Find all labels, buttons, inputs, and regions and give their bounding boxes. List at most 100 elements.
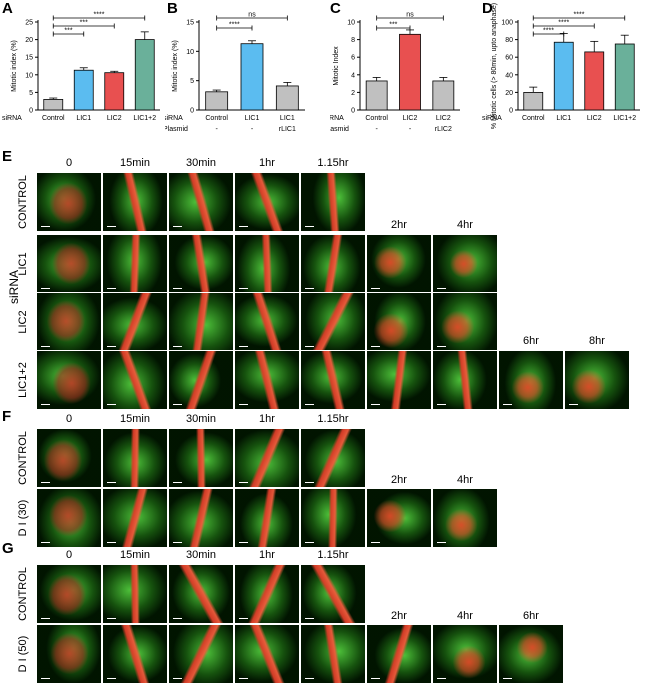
plasmid-label: - (409, 126, 412, 133)
scale-bar (305, 618, 314, 619)
row2-label: Plasmid (330, 126, 349, 133)
micrograph-e-1-4 (300, 234, 366, 294)
micrograph-e-2-0 (36, 292, 102, 352)
y-tick-label: 0 (29, 108, 33, 115)
y-tick-label: 100 (501, 20, 513, 27)
y-axis-label: Mitotic index (%) (172, 40, 179, 92)
y-tick-label: 15 (186, 20, 194, 27)
y-tick-label: 0 (351, 108, 355, 115)
scale-bar (41, 542, 50, 543)
time-label-e: 1.15hr (317, 157, 349, 169)
scale-bar (239, 404, 248, 405)
micrograph-g-0-0 (36, 564, 102, 624)
category-label: LIC2 (587, 115, 602, 122)
scale-bar (305, 346, 314, 347)
micrograph-e-0-3 (234, 172, 300, 232)
category-label: Control (42, 115, 65, 122)
row-label: siRNA (165, 115, 183, 122)
time-label-g: 30min (186, 549, 216, 561)
y-tick-label: 80 (505, 37, 513, 44)
category-label: LIC2 (403, 115, 418, 122)
micrograph-e-1-2 (168, 234, 234, 294)
y-tick-label: 2 (351, 90, 355, 97)
micrograph-g-1-5 (366, 624, 432, 684)
scale-bar (107, 404, 116, 405)
scale-bar (305, 542, 314, 543)
scale-bar (305, 226, 314, 227)
scale-bar (371, 346, 380, 347)
micrograph-e-3-1 (102, 350, 168, 410)
category-label: Control (522, 115, 545, 122)
micrograph-f-1-0 (36, 488, 102, 548)
time-label-g: 0 (65, 549, 73, 561)
scale-bar (305, 404, 314, 405)
scale-bar (107, 618, 116, 619)
scale-bar (239, 618, 248, 619)
bar (432, 80, 455, 111)
category-label: Control (205, 115, 228, 122)
y-tick-label: 15 (25, 55, 33, 62)
plasmid-label: - (215, 126, 218, 133)
micrograph-g-0-4 (300, 564, 366, 624)
time-label-f: 0 (65, 413, 73, 425)
chart-a: 0 5 10 15 20 25 Mitotic index (%) Control LIC1 LI… (2, 12, 160, 122)
row-label: siRNA (2, 115, 22, 122)
time-label-g: 6hr (523, 610, 539, 622)
micrograph-g-1-6 (432, 624, 498, 684)
scale-bar (239, 678, 248, 679)
bar (73, 69, 94, 111)
time-label-g: 1.15hr (317, 549, 349, 561)
scale-bar (239, 482, 248, 483)
scale-bar (41, 618, 50, 619)
bar (523, 92, 544, 111)
time-label-f: 1.15hr (317, 413, 349, 425)
micrograph-e-1-0 (36, 234, 102, 294)
micrograph-e-0-1 (102, 172, 168, 232)
scale-bar (107, 288, 116, 289)
y-tick-label: 8 (351, 37, 355, 44)
scale-bar (371, 678, 380, 679)
time-label-e: 0 (65, 157, 73, 169)
bar (553, 41, 574, 111)
bar (365, 80, 388, 111)
micrograph-e-1-6 (432, 234, 498, 294)
micrograph-g-0-3 (234, 564, 300, 624)
category-label: LIC1 (245, 115, 260, 122)
scale-bar (371, 404, 380, 405)
scale-bar (239, 346, 248, 347)
y-axis-label: % Mitotic cells (> 80min, upto anaphase) (491, 3, 498, 129)
micrograph-e-2-1 (102, 292, 168, 352)
scale-bar (437, 288, 446, 289)
category-label: LIC1 (76, 115, 91, 122)
row-label-e-3: LIC1+2 (17, 362, 29, 398)
scale-bar (107, 542, 116, 543)
scale-bar (173, 618, 182, 619)
time-label-e: 8hr (589, 335, 605, 347)
micrograph-g-1-1 (102, 624, 168, 684)
scale-bar (41, 226, 50, 227)
time-label-g: 1hr (259, 549, 275, 561)
row-label-e-0: CONTROL (17, 175, 29, 229)
scale-bar (173, 542, 182, 543)
time-label-g: 2hr (391, 610, 407, 622)
row-label-g-1: D I (50) (17, 635, 29, 673)
plasmid-label: rLIC1 (279, 126, 296, 133)
micrograph-f-1-1 (102, 488, 168, 548)
significance-label: **** (543, 28, 554, 35)
scale-bar (173, 226, 182, 227)
scale-bar (41, 678, 50, 679)
y-tick-label: 5 (29, 90, 33, 97)
category-label: LIC1+2 (133, 115, 156, 122)
micrograph-f-1-3 (234, 488, 300, 548)
micrograph-e-1-5 (366, 234, 432, 294)
micrograph-e-3-8 (564, 350, 630, 410)
micrograph-e-3-3 (234, 350, 300, 410)
time-label-f: 15min (120, 413, 150, 425)
scale-bar (41, 404, 50, 405)
micrograph-e-3-7 (498, 350, 564, 410)
time-label-e: 2hr (391, 219, 407, 231)
micrograph-e-2-6 (432, 292, 498, 352)
category-label: Control (365, 115, 388, 122)
micrograph-e-2-3 (234, 292, 300, 352)
time-label-f: 4hr (457, 474, 473, 486)
